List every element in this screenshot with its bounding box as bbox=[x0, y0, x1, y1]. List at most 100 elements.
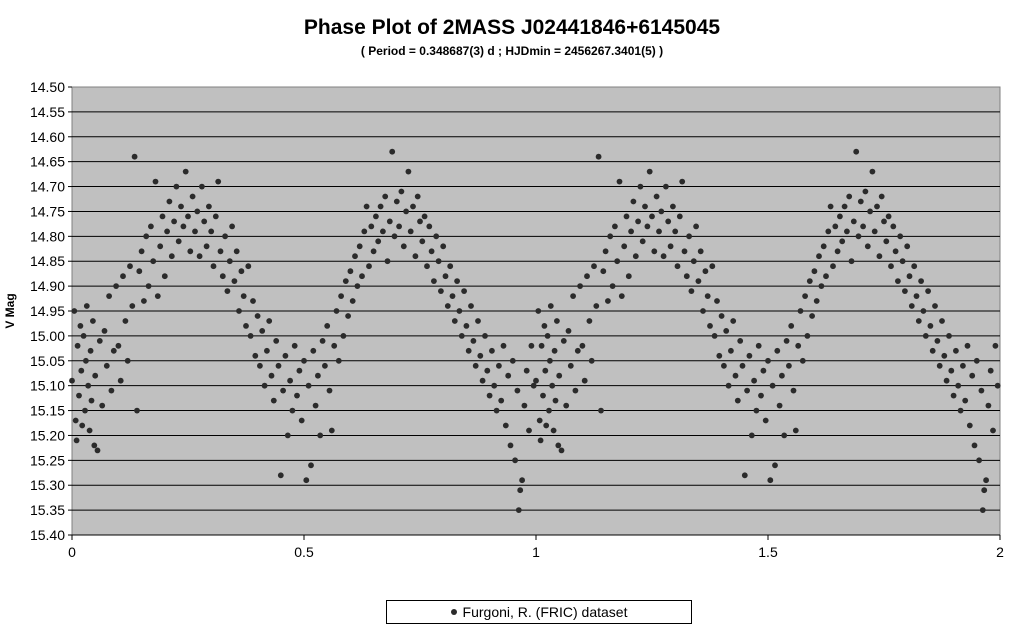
data-point bbox=[693, 223, 699, 230]
y-tick-label: 15.05 bbox=[30, 353, 65, 369]
data-point bbox=[584, 273, 590, 280]
data-point bbox=[287, 377, 293, 384]
data-point bbox=[892, 248, 899, 255]
data-point bbox=[591, 263, 597, 270]
data-point bbox=[839, 238, 846, 245]
data-point bbox=[103, 362, 110, 369]
data-point bbox=[440, 243, 447, 250]
data-point bbox=[579, 342, 586, 349]
data-point bbox=[670, 203, 676, 210]
data-point bbox=[257, 362, 263, 369]
data-point bbox=[451, 318, 458, 324]
data-point bbox=[637, 183, 644, 190]
data-point bbox=[407, 228, 414, 235]
data-point bbox=[925, 288, 931, 294]
data-point bbox=[795, 342, 802, 349]
data-point bbox=[308, 462, 314, 469]
data-point bbox=[489, 347, 495, 354]
data-point bbox=[150, 258, 157, 265]
data-point bbox=[219, 273, 226, 280]
data-point bbox=[825, 228, 832, 235]
data-point bbox=[790, 387, 797, 394]
data-point bbox=[737, 338, 744, 344]
data-point bbox=[328, 427, 335, 434]
y-tick-label: 15.30 bbox=[30, 477, 65, 493]
data-point bbox=[134, 407, 140, 414]
y-tick-label: 14.65 bbox=[30, 154, 65, 170]
data-point bbox=[484, 367, 491, 374]
data-point bbox=[957, 407, 964, 414]
data-point bbox=[813, 298, 820, 304]
data-point bbox=[904, 243, 911, 250]
data-point bbox=[932, 303, 938, 309]
y-axis: 14.50 14.55 14.60 14.65 14.70 14.75 14.80 14.85… bbox=[30, 79, 72, 543]
data-point bbox=[363, 203, 370, 210]
data-point bbox=[74, 342, 81, 349]
data-point bbox=[855, 233, 862, 240]
data-point bbox=[663, 183, 669, 190]
data-point bbox=[454, 278, 460, 284]
data-point bbox=[797, 308, 804, 314]
data-point bbox=[433, 233, 440, 240]
data-point bbox=[303, 477, 310, 484]
data-point bbox=[547, 303, 554, 309]
data-point bbox=[915, 318, 922, 324]
data-point bbox=[136, 268, 143, 275]
data-point bbox=[554, 318, 560, 324]
data-point bbox=[934, 338, 941, 344]
data-point bbox=[215, 178, 222, 185]
data-point bbox=[939, 318, 945, 324]
data-points bbox=[69, 148, 1001, 513]
data-point bbox=[792, 427, 799, 434]
data-point bbox=[326, 387, 333, 394]
data-point bbox=[345, 313, 351, 319]
data-point bbox=[523, 367, 530, 374]
data-point bbox=[438, 288, 444, 294]
data-point bbox=[475, 318, 481, 324]
data-point bbox=[607, 233, 614, 240]
data-point bbox=[224, 288, 231, 294]
data-point bbox=[512, 457, 518, 464]
data-point bbox=[653, 193, 660, 200]
data-point bbox=[428, 248, 435, 255]
data-point bbox=[728, 347, 734, 354]
data-point bbox=[154, 293, 161, 299]
data-point bbox=[600, 268, 607, 275]
data-point bbox=[145, 283, 152, 289]
data-point bbox=[342, 278, 349, 284]
data-point bbox=[322, 362, 328, 369]
data-point bbox=[349, 298, 356, 304]
data-point bbox=[201, 218, 208, 225]
data-point bbox=[333, 308, 340, 314]
data-point bbox=[83, 357, 89, 364]
data-point bbox=[549, 382, 556, 389]
data-point bbox=[384, 258, 391, 265]
data-point bbox=[338, 293, 344, 299]
data-point bbox=[335, 357, 342, 364]
data-point bbox=[273, 338, 280, 344]
data-point bbox=[994, 382, 1001, 389]
data-point bbox=[159, 213, 166, 220]
y-tick-label: 14.55 bbox=[30, 104, 65, 120]
data-point bbox=[324, 323, 331, 329]
data-point bbox=[289, 407, 296, 414]
data-point bbox=[985, 402, 992, 409]
data-point bbox=[477, 352, 484, 359]
data-point bbox=[772, 462, 778, 469]
data-point bbox=[182, 168, 189, 175]
data-point bbox=[623, 213, 630, 220]
data-point bbox=[521, 402, 528, 409]
data-point bbox=[507, 442, 514, 449]
data-point bbox=[164, 228, 171, 235]
data-point bbox=[558, 447, 565, 454]
y-tick-label: 14.85 bbox=[30, 253, 65, 269]
data-point bbox=[129, 303, 136, 309]
data-point bbox=[869, 168, 876, 175]
data-point bbox=[252, 352, 259, 359]
data-point bbox=[567, 362, 574, 369]
data-point bbox=[658, 208, 665, 215]
data-point bbox=[818, 283, 825, 289]
data-point bbox=[586, 318, 593, 324]
data-point bbox=[243, 323, 249, 329]
